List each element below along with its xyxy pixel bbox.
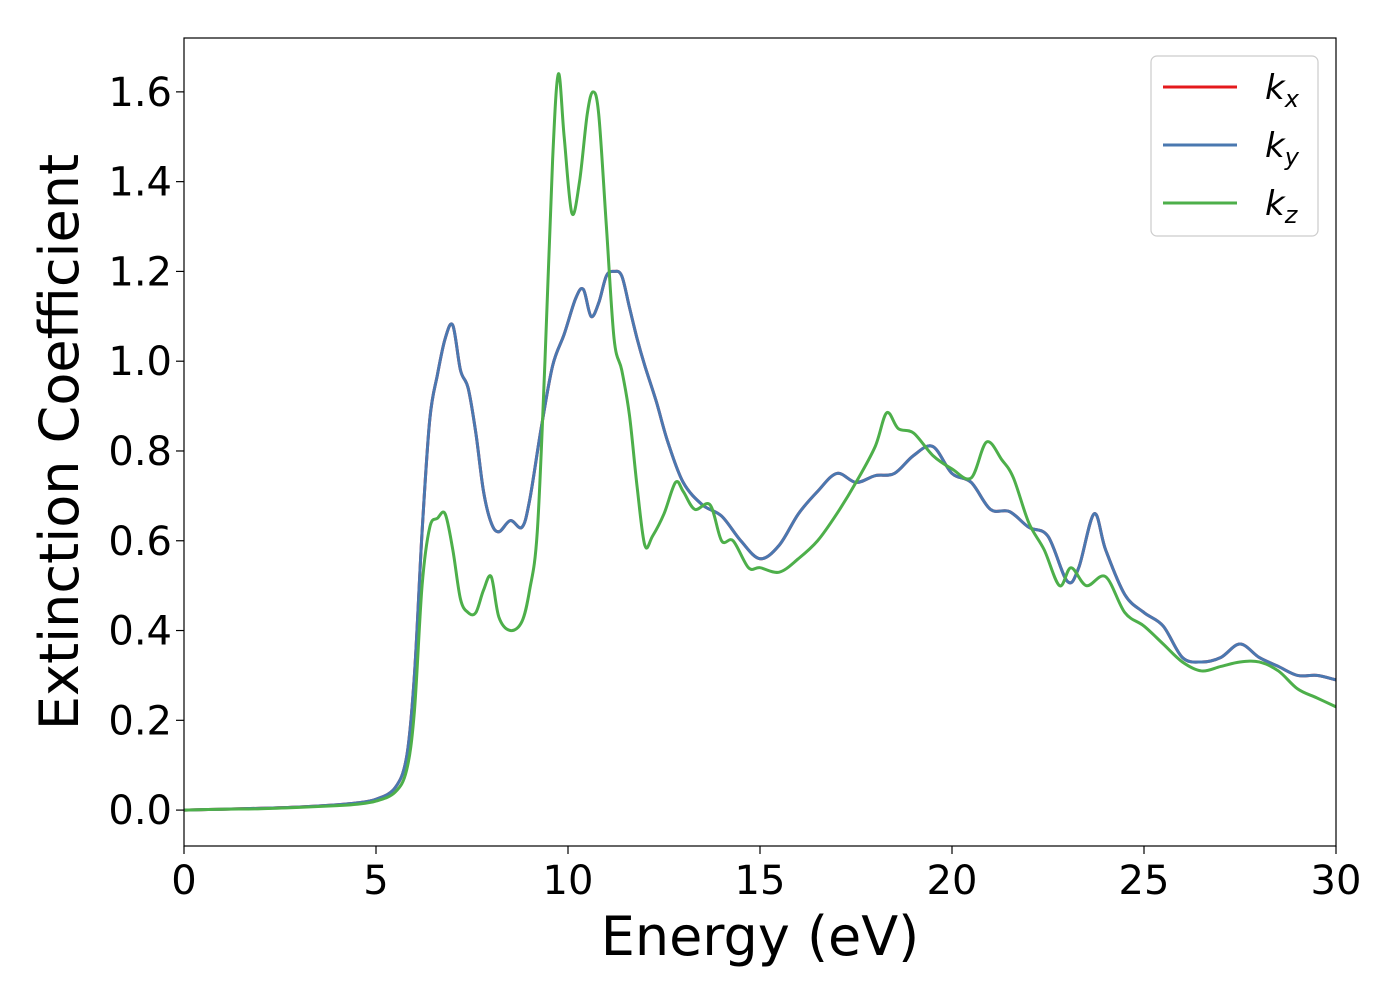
legend-label-z: kz xyxy=(1265,184,1299,229)
axes-layer: 0 5 10 15 20 25 30 0.0 0.2 0.4 0.6 0.8 1.0 1.2 1.4 1.6 E… xyxy=(28,37,1362,968)
y-tick-label: 0.4 xyxy=(108,609,172,655)
x-tick-label: 20 xyxy=(927,858,978,904)
series-line-z xyxy=(184,72,1336,812)
series-line-y xyxy=(184,269,1336,812)
legend-label-x: kx xyxy=(1265,68,1300,113)
x-tick-label: 15 xyxy=(735,858,786,904)
x-tick-label: 30 xyxy=(1311,858,1362,904)
x-tick-label: 10 xyxy=(543,858,594,904)
x-tick-label: 0 xyxy=(171,858,196,904)
legend: kx ky kz xyxy=(1150,55,1319,237)
x-axis-label: Energy (eV) xyxy=(601,905,920,968)
y-tick-label: 0.6 xyxy=(108,519,172,565)
y-tick-label: 1.6 xyxy=(108,70,172,116)
x-tick-label: 25 xyxy=(1119,858,1170,904)
y-tick-label: 0.2 xyxy=(108,698,172,744)
y-tick-label: 0.0 xyxy=(108,788,172,834)
series-layer xyxy=(184,72,1336,812)
y-tick-label: 1.2 xyxy=(108,249,172,295)
y-tick-label: 1.4 xyxy=(108,160,172,206)
y-tick-label: 0.8 xyxy=(108,429,172,475)
y-tick-label: 1.0 xyxy=(108,339,172,385)
legend-label-y: ky xyxy=(1265,126,1300,171)
x-tick-label: 5 xyxy=(363,858,388,904)
y-axis-label: Extinction Coefficient xyxy=(28,154,91,730)
